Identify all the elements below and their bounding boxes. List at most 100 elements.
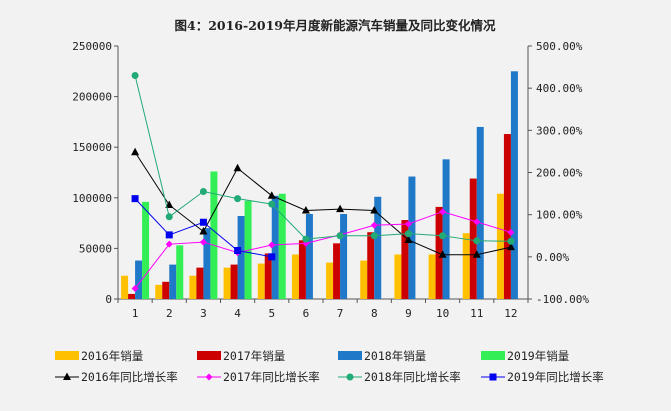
bar (305, 213, 313, 299)
bar (196, 267, 204, 299)
bar (203, 228, 211, 299)
x-tick-label: 10 (436, 307, 449, 320)
bar (496, 193, 504, 299)
legend-label: 2019年同比增长率 (507, 370, 604, 384)
bar (162, 281, 170, 299)
bar (155, 284, 163, 299)
x-tick-label: 1 (132, 307, 139, 320)
data-point (199, 238, 207, 246)
x-tick-label: 6 (303, 307, 310, 320)
data-point (404, 230, 412, 238)
bar (333, 243, 341, 299)
series-line (134, 151, 512, 256)
y2-tick-label: -100.00% (536, 293, 589, 306)
series-line (134, 211, 512, 289)
x-tick-label: 12 (504, 307, 517, 320)
lines (131, 72, 515, 292)
data-point (165, 213, 173, 221)
data-point (346, 373, 354, 381)
data-point (404, 235, 413, 243)
bar (442, 159, 450, 299)
legend-swatch (55, 351, 79, 360)
axes: 0 50000 100000 150000 200000 250000 -100.00% 0.… (72, 40, 589, 320)
data-point (370, 205, 379, 214)
legend-label: 2018年同比增长率 (364, 370, 461, 384)
x-tick-label: 8 (371, 307, 378, 320)
data-point (336, 204, 345, 213)
data-point (199, 227, 208, 235)
legend-swatch (338, 351, 362, 360)
legend-swatch (481, 351, 505, 360)
data-point (267, 191, 276, 199)
data-point (301, 205, 310, 214)
bar (121, 275, 129, 299)
data-point (404, 220, 412, 228)
data-point (473, 237, 481, 245)
bar (469, 178, 477, 299)
y-tick-label: 200000 (72, 91, 112, 104)
bar (210, 171, 218, 299)
chart-title: 图4：2016-2019年月度新能源汽车销量及同比变化情况 (175, 18, 496, 33)
data-point (370, 221, 378, 229)
series-line (134, 75, 511, 242)
data-point (131, 284, 139, 292)
bar (503, 134, 511, 299)
x-tick-label: 3 (200, 307, 207, 320)
bar (128, 293, 136, 299)
y-tick-label: 150000 (72, 141, 112, 154)
bar (237, 216, 245, 299)
bar (264, 253, 272, 299)
data-point (336, 232, 344, 240)
legend-label: 2018年销量 (364, 349, 426, 363)
data-point (63, 372, 71, 380)
data-point (233, 163, 242, 172)
bar (271, 195, 279, 299)
data-point (234, 247, 242, 255)
bar (510, 71, 518, 299)
data-point (165, 200, 174, 208)
data-point (268, 241, 276, 249)
bar (476, 126, 484, 300)
bar (298, 240, 306, 299)
bar (326, 262, 334, 299)
bar (257, 263, 265, 299)
bar (223, 267, 231, 299)
bar (408, 176, 416, 299)
bar (428, 254, 436, 299)
legend-label: 2016年销量 (81, 349, 143, 363)
bar (401, 220, 409, 299)
x-tick-label: 11 (470, 307, 483, 320)
data-point (268, 200, 276, 208)
data-point (131, 195, 139, 203)
data-point (472, 250, 481, 258)
legend-label: 2017年销量 (223, 349, 285, 363)
x-tick-label: 5 (268, 307, 275, 320)
data-point (302, 235, 310, 243)
data-point (165, 240, 173, 248)
x-tick-label: 2 (166, 307, 173, 320)
data-point (438, 250, 447, 258)
bar (142, 201, 150, 299)
bar (367, 232, 375, 299)
data-point (165, 231, 173, 239)
bar (176, 245, 184, 299)
bar (374, 196, 382, 299)
data-point (234, 195, 242, 203)
data-point (199, 218, 207, 226)
data-point (268, 253, 276, 261)
legend: 2016年销量 2017年销量 2018年销量 2019年销量 2016年同比增长率 20… (55, 349, 604, 384)
data-point (473, 218, 481, 226)
y2-tick-label: 200.00% (536, 167, 583, 180)
y-tick-label: 50000 (79, 242, 112, 255)
data-point (199, 187, 207, 195)
legend-label: 2017年同比增长率 (223, 370, 320, 384)
bar (169, 264, 177, 299)
bar (340, 213, 348, 299)
data-point (507, 237, 515, 245)
data-point (507, 228, 515, 236)
bar (462, 233, 470, 299)
y-tick-label: 0 (105, 293, 112, 306)
x-tick-label: 7 (337, 307, 344, 320)
bar (230, 264, 238, 299)
